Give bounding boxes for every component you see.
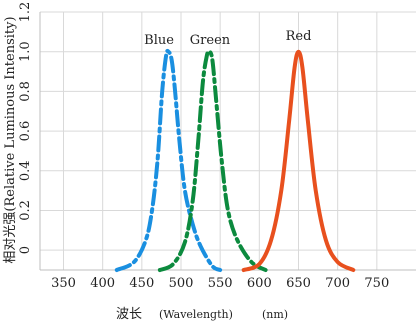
series-line-red bbox=[241, 49, 356, 272]
x-tick-label: 650 bbox=[286, 276, 311, 291]
x-axis-title: 波长 (Wavelength) (nm) bbox=[116, 307, 288, 322]
y-axis-title: 相对光强(Relative Luminous Intensity) bbox=[3, 16, 18, 263]
x-tick-label: 550 bbox=[208, 276, 233, 291]
y-tick-label: 0.4 bbox=[18, 160, 33, 181]
x-tick-label: 750 bbox=[364, 276, 389, 291]
x-tick-label: 450 bbox=[129, 276, 154, 291]
x-axis-title-unit: (nm) bbox=[262, 308, 288, 321]
series-label-red: Red bbox=[286, 29, 312, 44]
x-axis-title-main: 波长 bbox=[116, 307, 142, 322]
x-tick-label: 400 bbox=[90, 276, 115, 291]
x-tick-label: 500 bbox=[169, 276, 194, 291]
y-tick-labels: 0 0.2 0.4 0.6 0.8 1.0 1.2 bbox=[18, 2, 33, 255]
x-tick-label: 600 bbox=[247, 276, 272, 291]
y-tick-label: 0.2 bbox=[18, 200, 33, 221]
curves bbox=[114, 48, 356, 272]
series-line-blue bbox=[114, 48, 223, 272]
series-line-green bbox=[157, 49, 268, 272]
grid bbox=[40, 11, 416, 270]
y-tick-label: 1.0 bbox=[18, 41, 33, 62]
y-tick-label: 0 bbox=[18, 246, 33, 254]
y-tick-label: 0.6 bbox=[18, 121, 33, 142]
series-label-blue: Blue bbox=[144, 33, 174, 48]
series-label-green: Green bbox=[190, 33, 231, 48]
x-tick-label: 700 bbox=[325, 276, 350, 291]
series-labels: Blue Green Red bbox=[144, 29, 311, 48]
x-axis-title-english: (Wavelength) bbox=[159, 308, 233, 321]
x-tick-labels: 350 400 450 500 550 600 650 700 750 bbox=[51, 276, 389, 291]
y-tick-label: 0.8 bbox=[18, 81, 33, 102]
x-tick-label: 350 bbox=[51, 276, 76, 291]
y-tick-label: 1.2 bbox=[18, 2, 33, 23]
axes bbox=[39, 12, 416, 271]
